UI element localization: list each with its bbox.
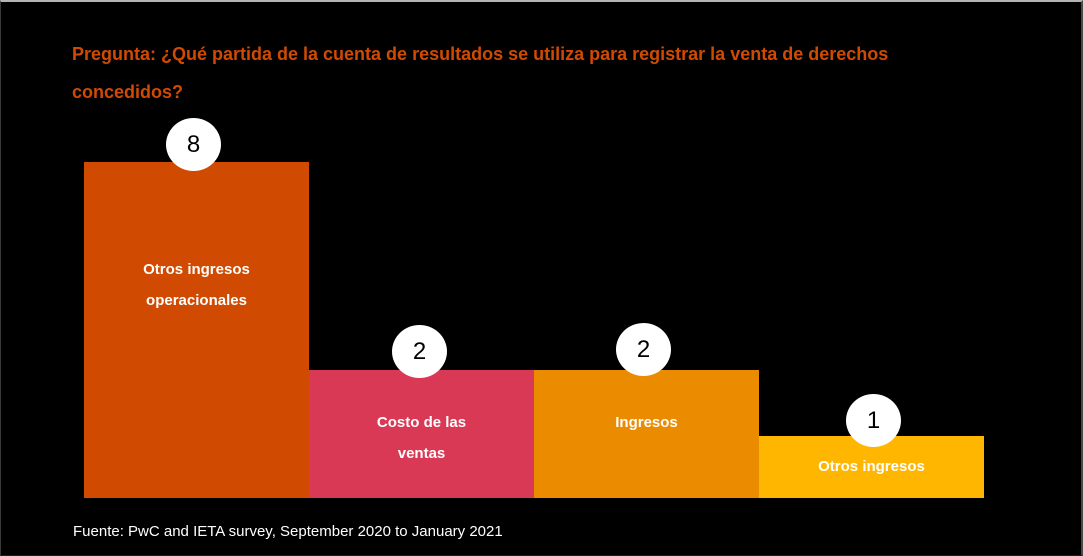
page-title-line-2: concedidos? (72, 82, 184, 102)
bar-label-line: Ingresos (615, 414, 678, 431)
bar-label-line: Otros ingresos (143, 261, 250, 278)
value-badge-2-ingresos: 2 (616, 323, 671, 376)
bar-label-otros-ingresos: Otros ingresos (759, 451, 984, 482)
value-badge-8: 8 (166, 118, 221, 171)
page-title: Pregunta: ¿Qué partida de la cuenta de r… (72, 35, 1032, 111)
bar-label-costo-de-las-ventas: Costo de las ventas (309, 407, 534, 469)
bar-label-line: operacionales (146, 292, 247, 309)
bar-label-otros-ingresos-operacionales: Otros ingresos operacionales (84, 254, 309, 316)
source-note: Fuente: PwC and IETA survey, September 2… (73, 523, 503, 540)
bar-label-line: Costo de las (376, 414, 467, 431)
bar-ingresos (534, 370, 759, 498)
value-badge-2-costo: 2 (392, 325, 447, 378)
bar-label-ingresos: Ingresos (534, 407, 759, 438)
bar-otros-ingresos-operacionales (84, 162, 309, 498)
bar-costo-de-las-ventas (309, 370, 534, 498)
bar-label-line: ventas (397, 445, 446, 462)
value-badge-1: 1 (846, 394, 901, 447)
bar-label-line: Otros ingresos (818, 458, 925, 475)
page-title-line-1: Pregunta: ¿Qué partida de la cuenta de r… (72, 44, 889, 64)
